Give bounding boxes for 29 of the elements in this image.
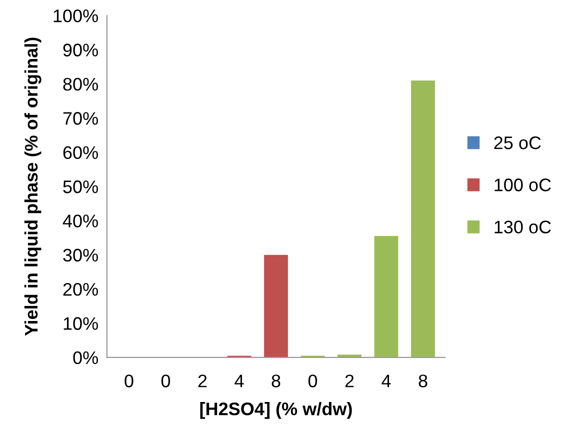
bar (264, 254, 288, 358)
bar (338, 354, 362, 358)
y-tick-label: 50% (63, 180, 98, 194)
y-tick-label: 40% (62, 214, 98, 228)
y-tick-label: 100% (54, 9, 98, 22)
x-axis-title: [H2SO4] (% w/dw) (200, 402, 352, 419)
x-tick-label: 8 (272, 374, 280, 388)
y-tick-label: 70% (63, 112, 98, 125)
x-tick-label: 8 (418, 374, 428, 388)
y-tick-label: 90% (63, 44, 98, 56)
legend-label: 25 oC (494, 136, 541, 150)
x-tick-label: 2 (345, 374, 354, 388)
bar (411, 80, 435, 358)
x-tick-label: 0 (308, 374, 318, 388)
bar (374, 236, 398, 358)
y-tick-label: 10% (64, 317, 98, 330)
y-tick-label: 80% (63, 78, 98, 91)
y-tick-label: 20% (63, 282, 98, 296)
x-tick-label: 2 (198, 374, 207, 388)
legend-label: 130 oC (494, 220, 551, 234)
legend-label: 100 oC (494, 178, 551, 192)
x-tick-label: 4 (234, 374, 244, 388)
y-tick-label: 30% (63, 248, 98, 262)
x-tick-label: 0 (124, 374, 134, 388)
x-tick-label: 0 (161, 374, 170, 388)
y-axis-title: Yield in liquid phase (% of original) (24, 38, 42, 336)
y-tick-label: 60% (63, 146, 98, 160)
y-tick-label: 0% (73, 351, 98, 364)
x-tick-label: 4 (382, 374, 391, 388)
